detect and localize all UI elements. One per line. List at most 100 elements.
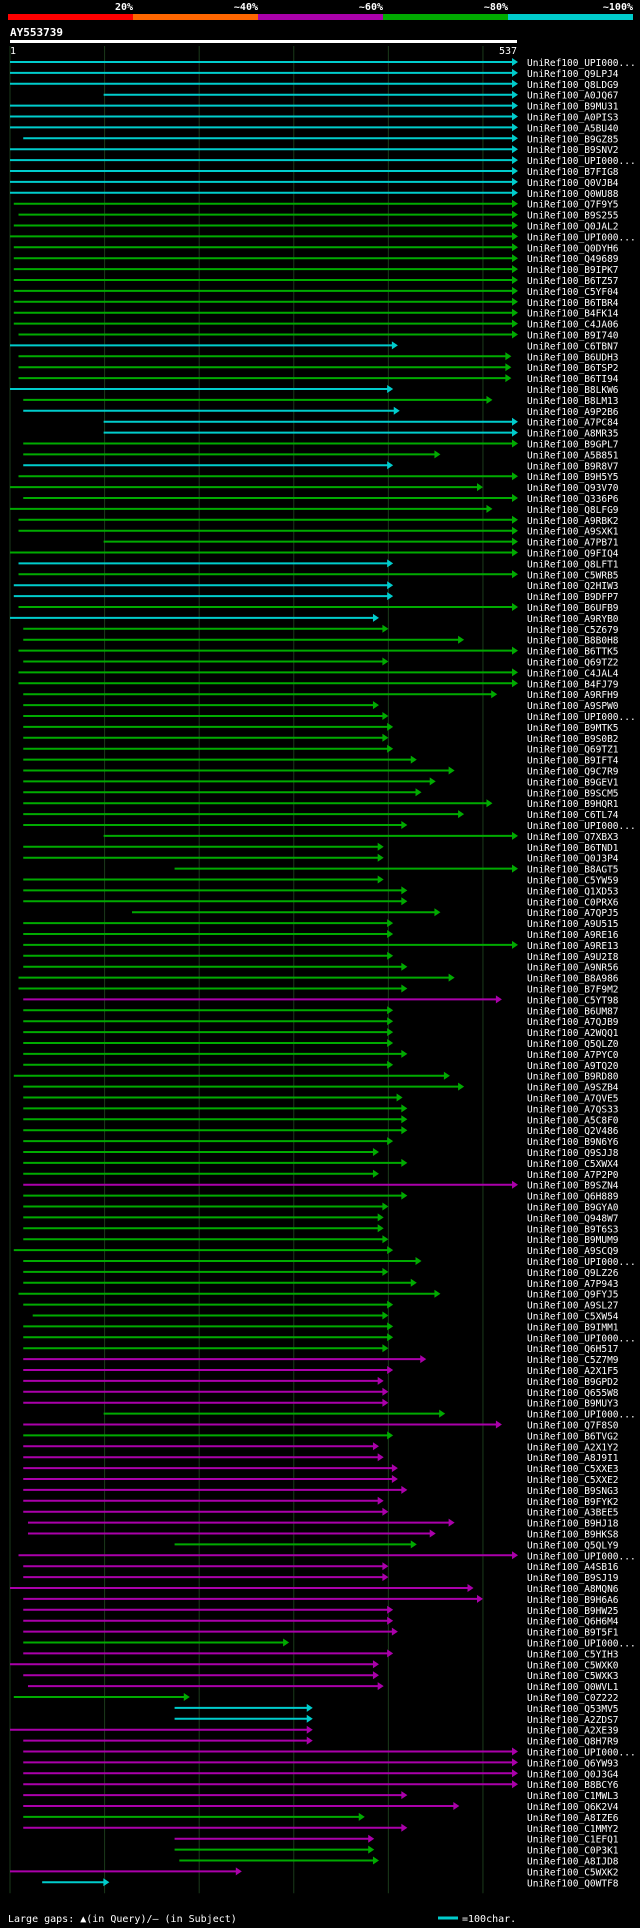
hit-row[interactable]: UniRef100_B9T5F1 [23,1627,619,1639]
hit-label[interactable]: UniRef100_A7P2P0 [527,1170,619,1181]
hit-row[interactable]: UniRef100_B8LM13 [23,395,619,407]
hit-row[interactable]: UniRef100_B9MU31 [10,101,619,113]
hit-label[interactable]: UniRef100_B9T6S3 [527,1224,619,1235]
hit-label[interactable]: UniRef100_Q0WVL1 [527,1682,619,1693]
hit-row[interactable]: UniRef100_B6UFB9 [18,603,619,614]
hit-row[interactable]: UniRef100_B9S0B2 [23,733,619,745]
hit-label[interactable]: UniRef100_B9DFP7 [527,592,619,603]
hit-label[interactable]: UniRef100_A7QJB9 [527,1017,619,1028]
hit-label[interactable]: UniRef100_C5XXE2 [527,1475,619,1486]
hit-row[interactable]: UniRef100_B9N6Y6 [23,1137,619,1148]
hit-label[interactable]: UniRef100_C5XW54 [527,1312,619,1323]
hit-label[interactable]: UniRef100_A5BU40 [527,123,619,134]
hit-row[interactable]: UniRef100_B8A986 [18,973,619,985]
hit-row[interactable]: UniRef100_C5XWX4 [23,1158,619,1170]
hit-row[interactable]: UniRef100_C5YT98 [23,995,619,1006]
hit-row[interactable]: UniRef100_C4JA06 [13,319,619,331]
hit-row[interactable]: UniRef100_B9SNV2 [10,145,619,156]
hit-label[interactable]: UniRef100_C5WXK3 [527,1671,619,1682]
hit-row[interactable]: UniRef100_B9GYA0 [23,1202,619,1214]
hit-label[interactable]: UniRef100_B6TZ57 [527,276,619,287]
hit-row[interactable]: UniRef100_Q7XBX3 [103,831,619,843]
hit-row[interactable]: UniRef100_UPI000... [23,1333,636,1344]
hit-label[interactable]: UniRef100_Q336P6 [527,494,619,505]
hit-label[interactable]: UniRef100_B6TSP2 [527,363,619,374]
hit-label[interactable]: UniRef100_C5YT98 [527,995,619,1006]
hit-label[interactable]: UniRef100_A2X1F5 [527,1366,619,1377]
hit-row[interactable]: UniRef100_C6TL74 [23,810,619,821]
hit-row[interactable]: UniRef100_B9SCM5 [23,788,619,799]
hit-label[interactable]: UniRef100_B6TBR4 [527,298,619,309]
hit-row[interactable]: UniRef100_Q5QLY9 [174,1540,619,1551]
hit-label[interactable]: UniRef100_B9GYA0 [527,1203,619,1214]
hit-row[interactable]: UniRef100_C5WXK2 [10,1867,619,1878]
hit-row[interactable]: UniRef100_B9IMM1 [23,1322,619,1333]
hit-label[interactable]: UniRef100_Q8LFT1 [527,559,619,570]
hit-label[interactable]: UniRef100_UPI000... [527,1410,636,1421]
hit-row[interactable]: UniRef100_Q948W7 [23,1213,619,1224]
hit-row[interactable]: UniRef100_Q9FIQ4 [10,548,619,560]
hit-row[interactable]: UniRef100_A7QVE5 [23,1093,619,1105]
hit-label[interactable]: UniRef100_A2XE39 [527,1726,619,1737]
hit-label[interactable]: UniRef100_A9U2I8 [527,952,619,963]
hit-row[interactable]: UniRef100_Q69TZ1 [23,744,619,756]
hit-label[interactable]: UniRef100_Q0WU88 [527,189,619,200]
hit-label[interactable]: UniRef100_Q9C7R9 [527,767,619,778]
hit-label[interactable]: UniRef100_B9MTK5 [527,723,619,734]
hit-row[interactable]: UniRef100_Q9LPJ4 [10,68,619,80]
hit-label[interactable]: UniRef100_C4JAL4 [527,668,619,679]
hit-row[interactable]: UniRef100_Q9C7R9 [23,766,619,778]
hit-row[interactable]: UniRef100_B9RD80 [13,1071,619,1083]
hit-label[interactable]: UniRef100_C5YIH3 [527,1649,619,1660]
hit-label[interactable]: UniRef100_A2X1Y2 [527,1442,619,1453]
hit-row[interactable]: UniRef100_C5WRB5 [18,570,619,581]
hit-row[interactable]: UniRef100_C5YIH3 [23,1649,619,1660]
hit-row[interactable]: UniRef100_B9H5Y5 [18,472,619,483]
hit-label[interactable]: UniRef100_C0PRX6 [527,897,619,908]
hit-row[interactable]: UniRef100_A9TQ20 [23,1060,619,1072]
hit-row[interactable]: UniRef100_UPI000... [23,712,636,723]
hit-row[interactable]: UniRef100_B6UM87 [23,1006,619,1017]
hit-row[interactable]: UniRef100_Q8LDG9 [10,79,619,91]
hit-row[interactable]: UniRef100_B9DFP7 [13,592,619,603]
hit-label[interactable]: UniRef100_B9GEV1 [527,777,619,788]
hit-label[interactable]: UniRef100_Q53MV5 [527,1704,619,1715]
hit-label[interactable]: UniRef100_C1EFQ1 [527,1835,619,1846]
hit-label[interactable]: UniRef100_B9HW25 [527,1606,619,1617]
hit-label[interactable]: UniRef100_B8LKW6 [527,385,619,396]
hit-row[interactable]: UniRef100_C4JAL4 [18,668,619,679]
hit-label[interactable]: UniRef100_Q8H7R9 [527,1737,619,1748]
hit-label[interactable]: UniRef100_Q0J3P4 [527,854,619,865]
hit-label[interactable]: UniRef100_UPI000... [527,1748,636,1759]
hit-label[interactable]: UniRef100_Q2HIW3 [527,581,619,592]
hit-row[interactable]: UniRef100_A9RYB0 [10,613,619,625]
hit-row[interactable]: UniRef100_B6TI94 [18,374,619,385]
hit-label[interactable]: UniRef100_Q93V70 [527,483,619,494]
hit-row[interactable]: UniRef100_A9NR56 [23,962,619,974]
hit-row[interactable]: UniRef100_A7PC84 [103,417,619,429]
hit-row[interactable]: UniRef100_A9SXK1 [18,526,619,538]
hit-label[interactable]: UniRef100_B9I740 [527,331,619,342]
hit-label[interactable]: UniRef100_B9GPL7 [527,440,619,451]
hit-label[interactable]: UniRef100_UPI000... [527,232,636,243]
hit-row[interactable]: UniRef100_A2ZDS7 [174,1714,619,1726]
hit-label[interactable]: UniRef100_B8LM13 [527,396,619,407]
hit-label[interactable]: UniRef100_A8IJD8 [527,1857,619,1868]
hit-label[interactable]: UniRef100_B9SJ19 [527,1573,619,1584]
hit-row[interactable]: UniRef100_A8J9I1 [23,1453,619,1464]
hit-label[interactable]: UniRef100_B9IFT4 [527,756,619,767]
hit-row[interactable]: UniRef100_Q49689 [13,254,619,265]
hit-row[interactable]: UniRef100_A9SZB4 [23,1082,619,1094]
hit-row[interactable]: UniRef100_A2WQQ1 [23,1028,619,1039]
hit-row[interactable]: UniRef100_Q2HIW3 [13,581,619,592]
hit-label[interactable]: UniRef100_A0JQ67 [527,91,619,102]
hit-row[interactable]: UniRef100_C1EFQ1 [174,1834,619,1846]
hit-row[interactable]: UniRef100_Q7F8S0 [23,1420,619,1432]
hit-label[interactable]: UniRef100_A8MQN6 [527,1584,619,1595]
hit-label[interactable]: UniRef100_Q7F8S0 [527,1421,619,1432]
hit-row[interactable]: UniRef100_B9H6A6 [23,1594,619,1606]
hit-row[interactable]: UniRef100_Q0WVL1 [27,1682,619,1693]
hit-row[interactable]: UniRef100_Q0WU88 [10,188,619,200]
hit-label[interactable]: UniRef100_C5WXK2 [527,1867,619,1878]
hit-label[interactable]: UniRef100_A5C8F0 [527,1115,619,1126]
